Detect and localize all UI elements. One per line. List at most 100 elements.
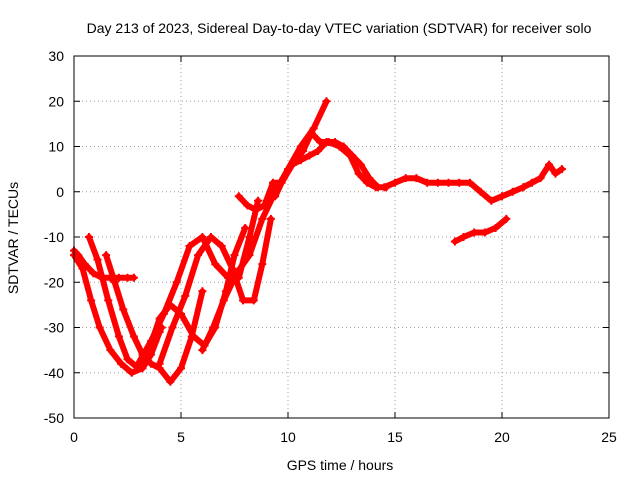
data-point bbox=[147, 359, 156, 368]
data-point bbox=[262, 196, 271, 205]
data-point bbox=[433, 178, 442, 187]
data-point bbox=[450, 237, 459, 246]
data-point bbox=[219, 296, 228, 305]
data-point bbox=[356, 160, 365, 169]
axis-ticks bbox=[73, 55, 610, 419]
data-point bbox=[545, 160, 554, 169]
series-arc-4 bbox=[102, 251, 207, 386]
data-point bbox=[305, 151, 314, 160]
data-point bbox=[365, 174, 374, 183]
data-point bbox=[476, 187, 485, 196]
data-point bbox=[249, 296, 258, 305]
data-point bbox=[536, 174, 545, 183]
data-point bbox=[480, 228, 489, 237]
y-tick-label: -10 bbox=[44, 229, 64, 245]
data-point bbox=[508, 187, 517, 196]
data-point bbox=[228, 264, 237, 273]
data-point bbox=[206, 233, 215, 241]
series-layer bbox=[70, 97, 566, 386]
data-point bbox=[470, 228, 479, 237]
x-axis-label: GPS time / hours bbox=[287, 457, 394, 473]
data-point bbox=[391, 178, 399, 187]
data-point bbox=[243, 201, 252, 210]
data-point bbox=[313, 147, 322, 156]
x-tick-label: 0 bbox=[70, 429, 78, 445]
data-point bbox=[444, 178, 453, 187]
data-point bbox=[487, 196, 496, 205]
data-point bbox=[129, 332, 138, 341]
data-point bbox=[110, 278, 119, 287]
data-point bbox=[502, 214, 511, 223]
series-arc-11 bbox=[380, 174, 528, 205]
data-point bbox=[245, 251, 254, 260]
data-point bbox=[224, 273, 233, 282]
data-point bbox=[84, 233, 93, 241]
series-arc-12 bbox=[450, 214, 511, 246]
data-point bbox=[266, 214, 275, 223]
data-point bbox=[114, 332, 123, 341]
x-tick-label: 10 bbox=[280, 429, 296, 445]
data-point bbox=[93, 255, 102, 264]
data-point bbox=[239, 296, 248, 305]
data-point bbox=[117, 359, 126, 368]
data-point bbox=[95, 323, 104, 332]
series-arc-10 bbox=[262, 137, 382, 205]
data-point bbox=[198, 346, 207, 355]
y-tick-label: 10 bbox=[48, 139, 64, 155]
data-point bbox=[123, 355, 132, 364]
grid-lines bbox=[74, 56, 609, 418]
data-point bbox=[155, 359, 164, 368]
y-tick-label: -30 bbox=[44, 320, 64, 336]
y-tick-label: 0 bbox=[56, 184, 64, 200]
data-point bbox=[129, 273, 138, 282]
data-point bbox=[89, 269, 98, 278]
data-point bbox=[102, 251, 111, 260]
chart-title: Day 213 of 2023, Sidereal Day-to-day VTE… bbox=[87, 20, 592, 36]
data-point bbox=[258, 260, 267, 269]
series-arc-13 bbox=[519, 160, 566, 192]
data-point bbox=[380, 183, 389, 192]
data-point bbox=[296, 156, 305, 165]
data-point bbox=[498, 192, 506, 201]
data-point bbox=[401, 174, 410, 183]
data-point bbox=[166, 377, 175, 386]
data-point bbox=[348, 151, 357, 160]
data-point bbox=[258, 214, 267, 223]
data-point bbox=[230, 251, 239, 260]
data-point bbox=[147, 337, 156, 346]
data-point bbox=[134, 359, 143, 368]
data-point bbox=[106, 346, 115, 355]
data-point bbox=[491, 223, 500, 232]
x-tick-label: 20 bbox=[494, 429, 510, 445]
data-point bbox=[241, 223, 250, 232]
data-point bbox=[194, 251, 203, 260]
data-point bbox=[339, 142, 348, 151]
data-point bbox=[209, 323, 218, 332]
data-point bbox=[459, 233, 468, 241]
x-tick-label: 5 bbox=[177, 429, 185, 445]
data-point bbox=[269, 178, 278, 187]
y-tick-label: 30 bbox=[48, 48, 64, 64]
series-arc-3 bbox=[84, 233, 166, 373]
data-point bbox=[455, 178, 464, 187]
data-point bbox=[307, 128, 316, 137]
data-point bbox=[298, 147, 307, 156]
data-point bbox=[168, 323, 177, 332]
data-point bbox=[271, 192, 280, 201]
y-tick-label: -50 bbox=[44, 410, 64, 426]
data-point bbox=[119, 305, 128, 314]
data-point bbox=[198, 287, 207, 296]
data-point bbox=[465, 178, 474, 187]
data-point bbox=[211, 260, 220, 269]
data-point bbox=[322, 97, 331, 106]
y-tick-label: 20 bbox=[48, 93, 64, 109]
data-point bbox=[279, 174, 288, 183]
y-tick-label: -40 bbox=[44, 365, 64, 381]
data-point bbox=[251, 205, 260, 214]
data-point bbox=[234, 192, 243, 201]
data-point bbox=[104, 296, 113, 305]
data-point bbox=[198, 233, 207, 241]
data-point bbox=[189, 332, 198, 341]
data-point bbox=[322, 137, 331, 146]
data-point bbox=[254, 196, 263, 205]
